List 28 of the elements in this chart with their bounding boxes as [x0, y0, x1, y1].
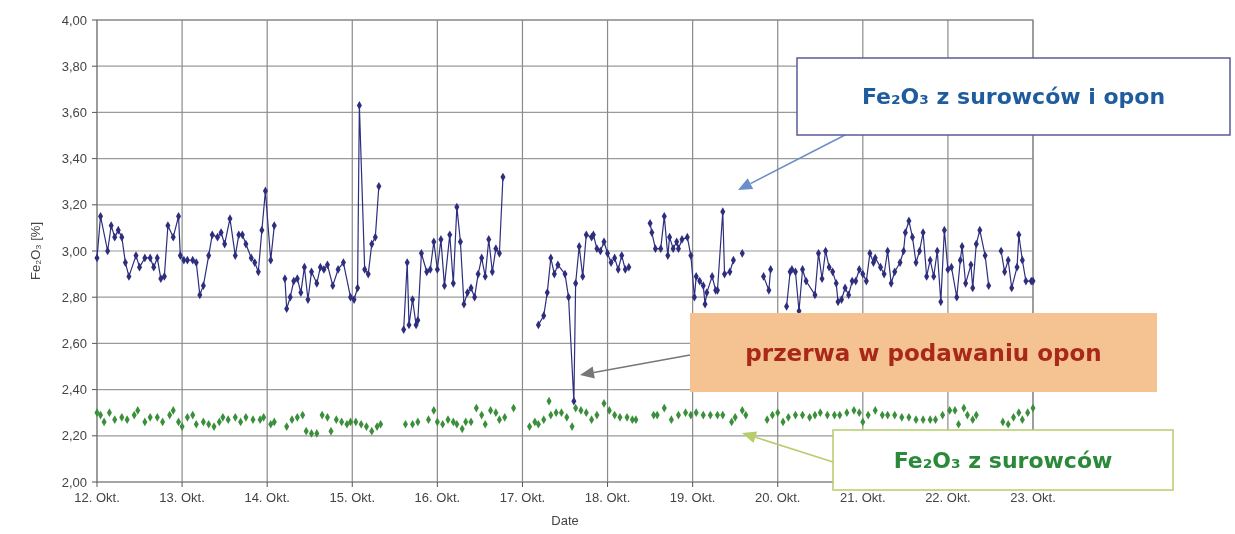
x-tick-label: 21. Okt. [840, 490, 886, 505]
x-tick-label: 14. Okt. [244, 490, 290, 505]
y-tick-label: 2,40 [61, 382, 87, 398]
y-tick-label: 3,60 [61, 104, 87, 120]
x-tick-label: 13. Okt. [159, 490, 205, 505]
x-tick-label: 23. Okt. [1010, 490, 1056, 505]
x-tick-label: 15. Okt. [329, 490, 376, 505]
y-tick-label: 2,80 [61, 289, 87, 305]
x-tick-label: 19. Okt. [669, 490, 716, 505]
y-tick-label: 3,00 [61, 243, 87, 259]
x-tick-label: 18. Okt. [584, 490, 631, 505]
x-tick-label: 22. Okt. [925, 490, 971, 505]
y-tick-label: 3,40 [61, 151, 87, 167]
y-tick-label: 4,00 [61, 12, 87, 28]
annotation: Fe₂O₃ z surowców i opon [861, 84, 1166, 109]
x-tick-label: 16. Okt. [414, 490, 461, 505]
annotation: przerwa w podawaniu opon [745, 339, 1102, 366]
x-tick-label: 12. Okt. [74, 490, 120, 505]
y-tick-label: 2,60 [61, 335, 87, 351]
y-tick-label: 2,20 [61, 428, 87, 444]
y-tick-label: 2,00 [61, 474, 87, 490]
x-axis-title: Date [551, 513, 579, 528]
y-tick-label: 3,80 [61, 58, 87, 74]
y-tick-label: 3,20 [61, 197, 87, 213]
x-tick-label: 17. Okt. [499, 490, 546, 505]
y-axis-title: Fe₂O₃ [%] [28, 221, 43, 281]
x-tick-label: 20. Okt. [754, 490, 801, 505]
annotation: Fe₂O₃ z surowców [893, 447, 1113, 473]
